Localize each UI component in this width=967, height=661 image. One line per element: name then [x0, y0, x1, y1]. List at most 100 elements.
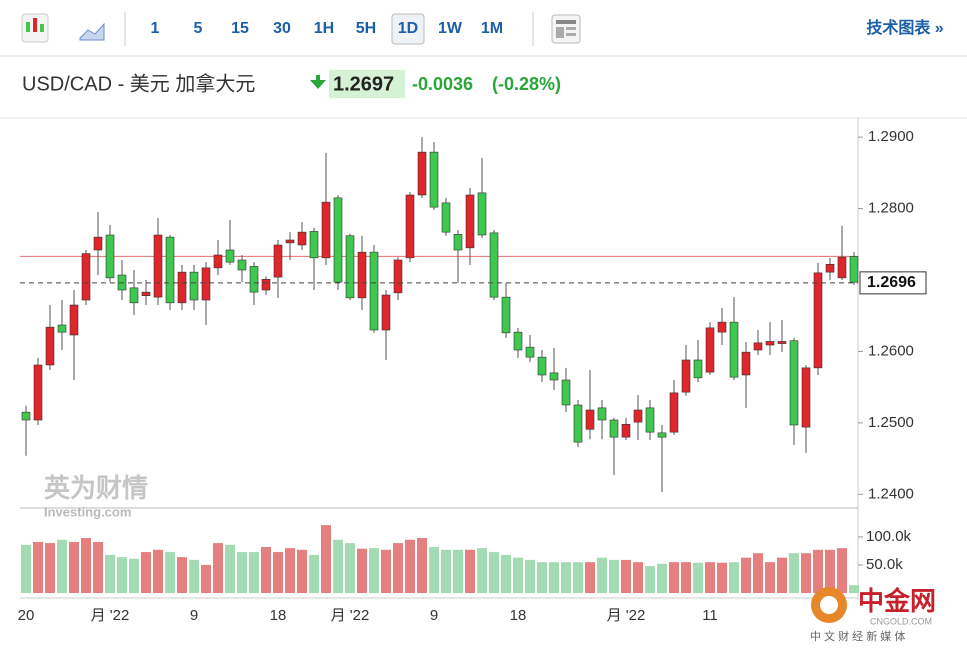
- candle-body: [501, 296, 511, 334]
- volume-bar: [657, 563, 667, 593]
- watermark-cn: 英为财情: [44, 473, 148, 503]
- watermark-en: Investing.com: [44, 504, 131, 519]
- volume-bar: [585, 562, 595, 593]
- volume-bar: [405, 539, 415, 593]
- volume-bar: [429, 547, 439, 593]
- candle-body: [333, 197, 343, 283]
- candle-body: [477, 192, 487, 236]
- candle-body: [717, 321, 727, 333]
- candle-body: [609, 419, 619, 438]
- volume-bar: [549, 562, 559, 593]
- layout-icon[interactable]: [551, 14, 581, 44]
- candle-body: [429, 151, 439, 208]
- volume-bar: [33, 541, 43, 593]
- candle-body: [525, 346, 535, 358]
- interval-button[interactable]: 1W: [438, 20, 463, 37]
- volume-bar: [69, 541, 79, 593]
- volume-bar: [489, 552, 499, 593]
- y-tick-label: 1.2800: [868, 200, 914, 217]
- candle-body: [177, 271, 187, 304]
- x-tick-label: 11: [702, 607, 718, 624]
- y-tick-label: 1.2600: [868, 342, 914, 359]
- candle-body: [681, 359, 691, 393]
- down-arrow: [310, 75, 326, 89]
- candle-body: [549, 372, 559, 381]
- interval-button[interactable]: 1H: [314, 20, 334, 37]
- volume-bar: [561, 562, 571, 593]
- volume-bar: [45, 543, 55, 593]
- candle-body: [801, 367, 811, 428]
- x-tick-label: 月 '22: [607, 607, 646, 624]
- line-chart-icon[interactable]: [79, 22, 105, 41]
- candle-body: [369, 251, 379, 331]
- volume-bar: [765, 562, 775, 593]
- interval-button[interactable]: 5: [194, 20, 203, 37]
- candle-body: [105, 234, 115, 279]
- price-change-pct: (-0.28%): [492, 74, 561, 94]
- instrument-title: USD/CAD - 美元 加拿大元: [22, 71, 255, 95]
- interval-button[interactable]: 1M: [481, 20, 503, 37]
- x-tick-label: 9: [430, 607, 438, 624]
- tech-chart-link[interactable]: 技术图表 »: [866, 18, 943, 37]
- volume-bar: [621, 559, 631, 593]
- candle-body: [597, 407, 607, 421]
- candle-body: [693, 359, 703, 379]
- candle-body: [381, 294, 391, 331]
- volume-bar: [837, 548, 847, 593]
- price-change: -0.0036: [412, 74, 473, 94]
- volume-bar: [297, 549, 307, 593]
- interval-button[interactable]: 1: [151, 20, 160, 37]
- candle-body: [405, 194, 415, 259]
- candle-body: [645, 407, 655, 433]
- volume-bar: [813, 549, 823, 593]
- candle-body: [633, 409, 643, 423]
- volume-bar: [165, 552, 175, 593]
- volume-bar: [261, 547, 271, 593]
- interval-button[interactable]: 30: [273, 20, 291, 37]
- x-tick-label: 18: [510, 607, 527, 624]
- volume-bar: [789, 553, 799, 593]
- volume-bar: [225, 544, 235, 593]
- volume-bar: [741, 557, 751, 593]
- volume-bar: [753, 553, 763, 593]
- volume-bar: [273, 552, 283, 593]
- volume-tick-label: 50.0k: [866, 556, 903, 573]
- candle-body: [225, 249, 235, 263]
- volume-bar: [213, 543, 223, 593]
- candle-body: [825, 263, 835, 273]
- volume-bar: [465, 549, 475, 593]
- candle-body: [285, 239, 295, 244]
- candle-body: [237, 259, 247, 271]
- candle-body: [297, 231, 307, 246]
- candle-body: [453, 233, 463, 251]
- candle-body: [21, 411, 31, 421]
- interval-button[interactable]: 15: [231, 20, 249, 37]
- logo-mark: [820, 596, 838, 614]
- volume-bar: [249, 552, 259, 593]
- candle-body: [537, 356, 547, 376]
- volume-bar: [369, 548, 379, 593]
- x-tick-label: 20: [18, 607, 35, 624]
- x-tick-label: 9: [190, 607, 198, 624]
- logo-tagline: 中 文 财 经 新 媒 体: [810, 629, 905, 643]
- volume-bar: [825, 549, 835, 593]
- candle-body: [213, 254, 223, 269]
- candle-body: [441, 202, 451, 233]
- candle-icon[interactable]: [21, 13, 49, 43]
- x-tick-label: 月 '22: [91, 607, 130, 624]
- interval-button[interactable]: 5H: [356, 20, 376, 37]
- volume-bar: [537, 562, 547, 593]
- interval-button[interactable]: 1D: [398, 20, 418, 37]
- candle-body: [129, 287, 139, 304]
- volume-bar: [717, 562, 727, 593]
- last-price-box: [859, 271, 927, 295]
- volume-bar: [117, 557, 127, 593]
- candle-body: [669, 392, 679, 433]
- volume-bar: [105, 554, 115, 593]
- volume-bar: [777, 557, 787, 593]
- volume-bar: [633, 562, 643, 593]
- price-highlight: [329, 70, 405, 98]
- last-price-label: 1.2696: [867, 274, 916, 291]
- candle-body: [321, 201, 331, 259]
